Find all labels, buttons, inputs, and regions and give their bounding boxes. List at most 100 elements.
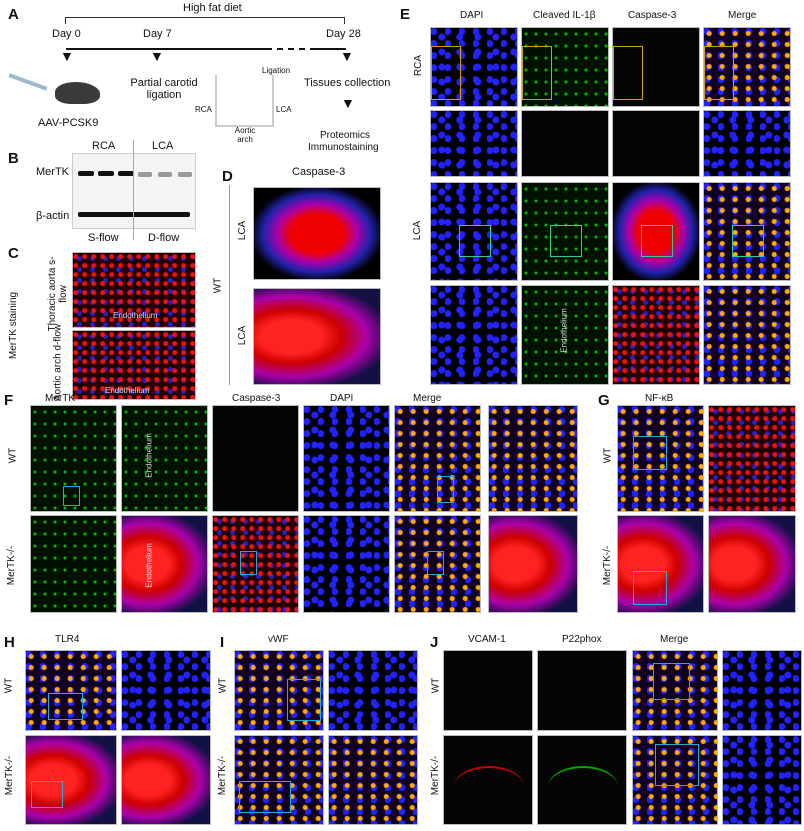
arch-label: Aortic arch (234, 126, 256, 144)
i-wt-image (234, 650, 324, 731)
dflow-label: D-flow (148, 232, 180, 244)
e-col-casp3: Caspase-3 (628, 10, 677, 21)
j-wt-zoom (722, 650, 802, 731)
panel-label-j: J (430, 634, 439, 651)
i-ko-label: MerTK-/- (217, 755, 229, 796)
b-lca: LCA (152, 140, 174, 152)
e-lca-casp3-zoom (612, 285, 700, 385)
f-ko-casp3 (212, 515, 299, 613)
arrow-down-icon: ▼ (340, 48, 354, 64)
j-ko-p22phox (537, 735, 627, 825)
f-wt-mertk (30, 405, 117, 512)
h-ko-label: MerTK-/- (4, 755, 16, 796)
g-ko-image (617, 515, 704, 613)
e-rca-casp3-zoom (612, 110, 700, 177)
g-wt-zoom (708, 405, 796, 512)
e-lca-label: LCA (412, 220, 424, 241)
h-ko-zoom (121, 735, 211, 825)
rca-label: RCA (195, 105, 212, 114)
g-title: NF-κB (645, 393, 674, 404)
panel-label-f: F (4, 392, 14, 409)
f-ko-mertk (30, 515, 117, 613)
f-ko-merge-zoom (488, 515, 578, 613)
h-wt-image (25, 650, 117, 731)
e-col-dapi: DAPI (460, 10, 484, 21)
f-ko-mertk-zoom: Endothelium (121, 515, 208, 613)
g-ko-zoom (708, 515, 796, 613)
j-ko-label: MerTK-/- (430, 755, 442, 796)
e-lca-dapi (430, 182, 518, 281)
day28-label: Day 28 (326, 28, 361, 40)
d-lca-label: LCA (237, 325, 249, 346)
f-wt-label: WT (7, 447, 19, 464)
e-rca-merge-zoom (703, 110, 791, 177)
d-title: Caspase-3 (292, 166, 346, 178)
panel-label-b: B (8, 150, 19, 167)
e-rca-casp3 (612, 27, 700, 107)
timeline-dashed (266, 48, 316, 50)
e-rca-il1b (521, 27, 609, 107)
day7-label: Day 7 (143, 28, 172, 40)
panel-label-c: C (8, 245, 19, 262)
e-rca-merge (703, 27, 791, 107)
e-rca-label: RCA (413, 54, 425, 77)
f-col-casp3: Caspase-3 (232, 393, 281, 404)
f-wt-merge-zoom (488, 405, 578, 512)
arrow-down-icon: ▼ (150, 48, 164, 64)
ligation-label: Ligation (262, 66, 291, 75)
f-wt-casp3 (212, 405, 299, 512)
e-col-il1b: Cleaved IL-1β (533, 10, 596, 21)
ligation-step-label: Partial carotid ligation (130, 77, 198, 101)
mouse-icon (55, 82, 100, 104)
f-wt-dapi (303, 405, 390, 512)
timeline (66, 48, 266, 50)
e-col-merge: Merge (728, 10, 757, 21)
e-rca-dapi (430, 27, 518, 107)
f-wt-merge (394, 405, 481, 512)
panel-label-i: I (220, 634, 225, 651)
h-wt-label: WT (3, 677, 15, 694)
g-wt-image (617, 405, 704, 512)
panel-label-g: G (598, 392, 610, 409)
lca-label: LCA (276, 105, 292, 114)
arrow-down-icon: ▼ (341, 95, 355, 111)
j-ko-zoom (722, 735, 802, 825)
diet-bracket (65, 17, 345, 24)
e-lca-il1b (521, 182, 609, 281)
g-ko-label: MerTK-/- (602, 545, 614, 586)
j-wt-vcam1 (443, 650, 533, 731)
j-ko-merge (632, 735, 718, 825)
aortic-arch-diagram (215, 75, 274, 127)
panel-label-h: H (4, 634, 15, 651)
arrow-down-icon: ▼ (60, 48, 74, 64)
f-wt-mertk-zoom: Endothelium (121, 405, 208, 512)
i-title: vWF (268, 634, 289, 645)
e-lca-dapi-zoom (430, 285, 518, 385)
b-rca: RCA (92, 140, 116, 152)
d-image-2 (253, 288, 381, 385)
j-wt-label: WT (430, 677, 442, 694)
i-ko-image (234, 735, 324, 825)
actin-label: β-actin (36, 210, 70, 222)
j-ko-vcam1 (443, 735, 533, 825)
panel-label-a: A (8, 6, 19, 23)
i-ko-zoom (328, 735, 418, 825)
panel-label-d: D (222, 168, 233, 185)
panel-label-e: E (400, 6, 411, 23)
d-wt-label: WT (212, 277, 224, 294)
e-rca-il1b-zoom (521, 110, 609, 177)
western-blot (72, 140, 196, 240)
e-lca-merge-zoom (703, 285, 791, 385)
g-wt-label: WT (602, 447, 614, 464)
i-wt-zoom (328, 650, 418, 731)
j-wt-merge (632, 650, 718, 731)
d-image-1 (253, 187, 381, 280)
e-lca-il1b-zoom: Endothelium (521, 285, 609, 385)
f-col-mertk: MerTK (45, 393, 75, 404)
c-image-sflow: Endothelium (72, 252, 196, 328)
day0-label: Day 0 (52, 28, 81, 40)
e-lca-merge (703, 182, 791, 281)
i-wt-label: WT (217, 677, 229, 694)
j-col-p22phox: P22phox (562, 634, 602, 645)
collect-label: Tissues collection (304, 77, 391, 89)
